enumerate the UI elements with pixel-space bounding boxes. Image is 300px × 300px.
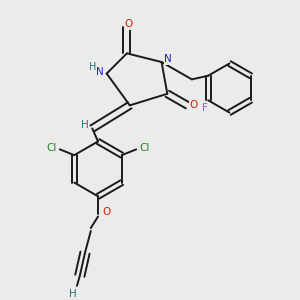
Text: N: N <box>164 54 172 64</box>
Text: F: F <box>202 103 208 112</box>
Text: H: H <box>69 290 76 299</box>
Text: H: H <box>89 62 97 72</box>
Text: N: N <box>96 67 103 77</box>
Text: O: O <box>190 100 198 110</box>
Text: H: H <box>81 120 89 130</box>
Text: O: O <box>102 207 110 217</box>
Text: Cl: Cl <box>46 143 56 153</box>
Text: Cl: Cl <box>140 143 150 153</box>
Text: O: O <box>124 20 133 29</box>
